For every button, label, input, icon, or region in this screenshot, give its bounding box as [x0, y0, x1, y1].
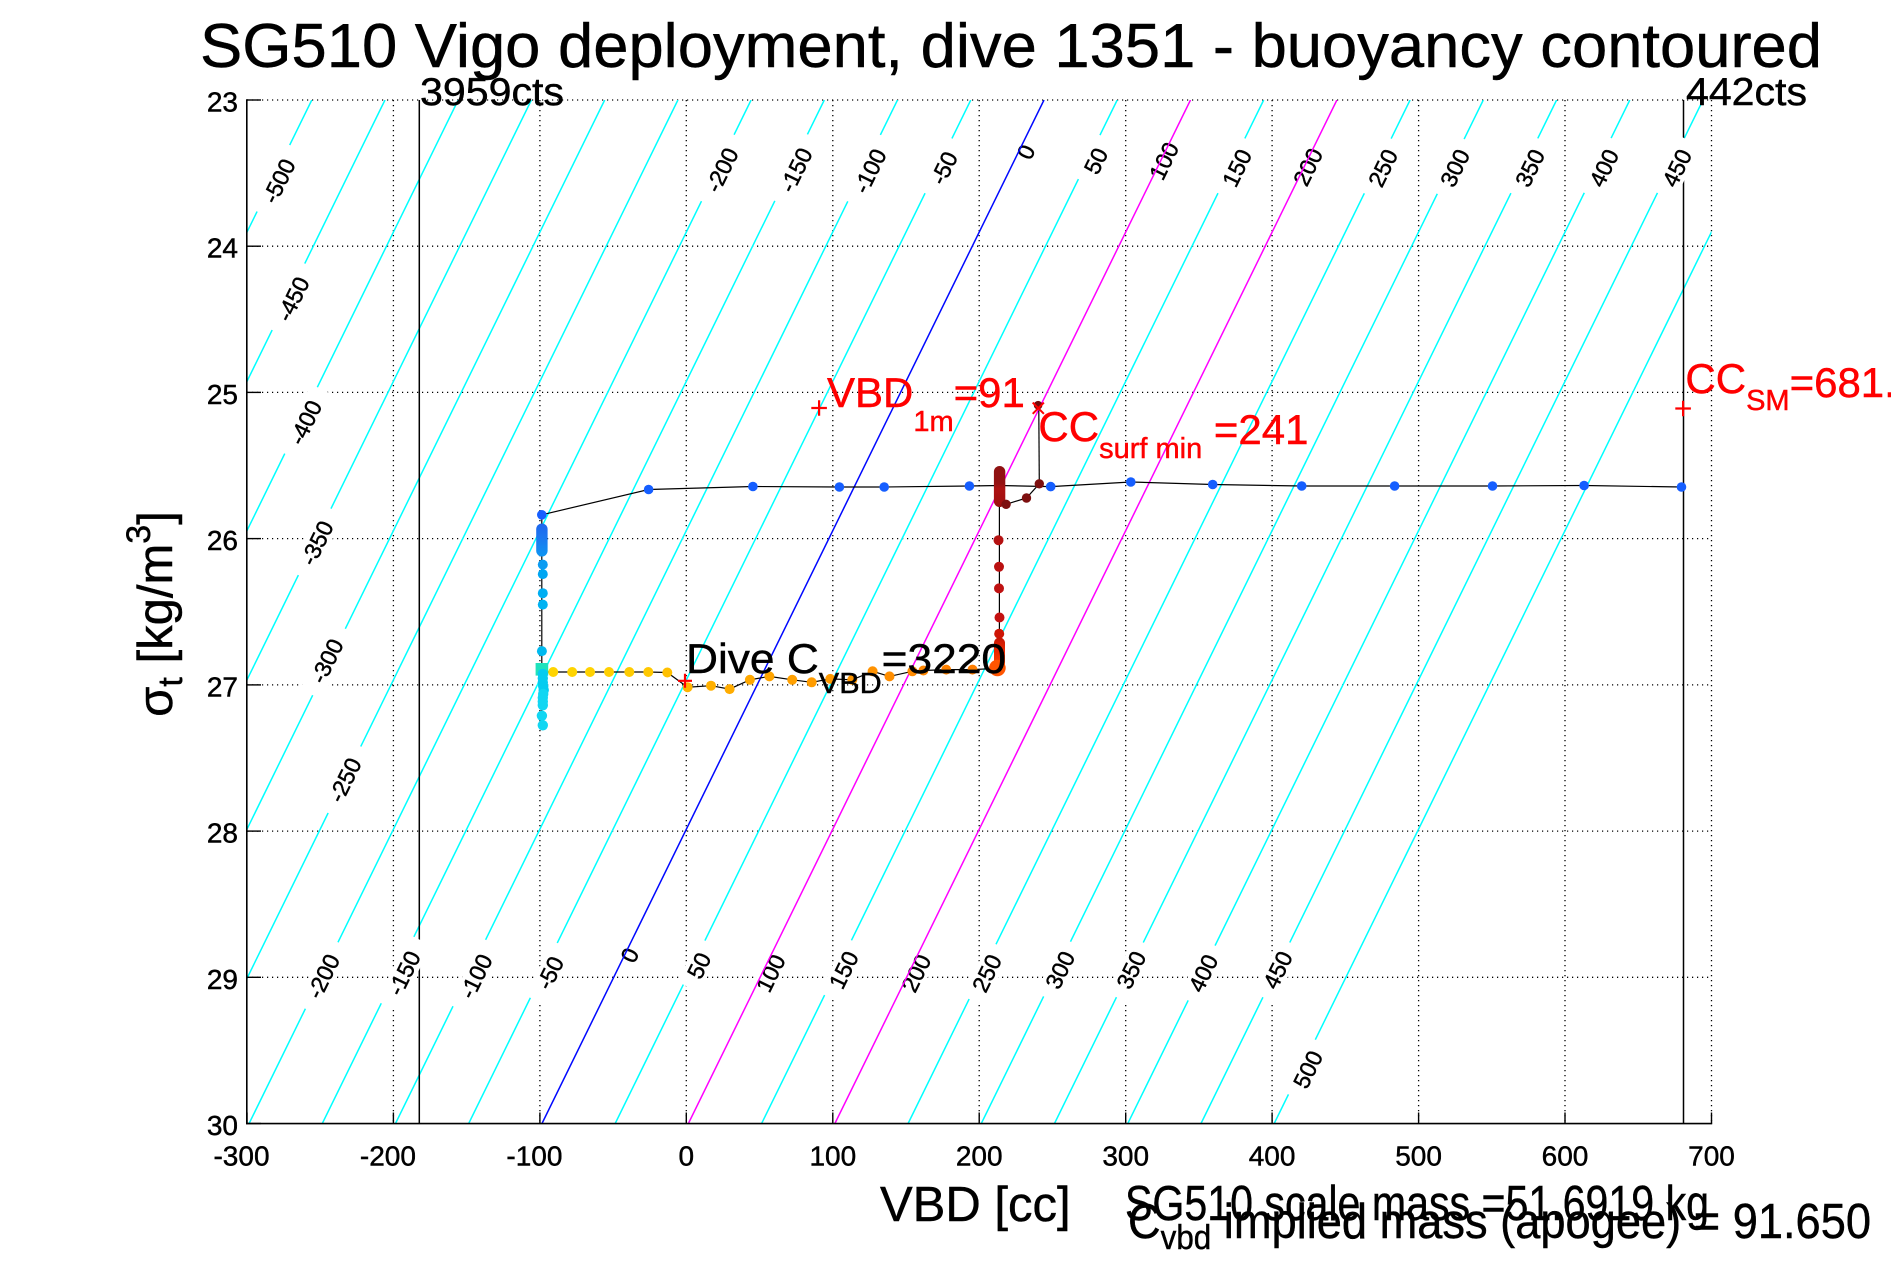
svg-text:27: 27: [207, 671, 238, 702]
svg-text:700: 700: [1688, 1141, 1735, 1172]
svg-text:29: 29: [207, 964, 238, 995]
svg-text:400: 400: [1249, 1141, 1296, 1172]
svg-text:26: 26: [207, 525, 238, 556]
svg-text:-200: -200: [301, 950, 345, 1003]
svg-text:30: 30: [207, 1110, 238, 1141]
svg-text:25: 25: [207, 379, 238, 410]
svg-text:3959cts: 3959cts: [420, 71, 564, 114]
svg-text:28: 28: [207, 818, 238, 849]
svg-text:Cvbd implied mass (apogee) = 9: Cvbd implied mass (apogee) = 91.650: [1128, 1195, 1871, 1257]
svg-text:24: 24: [207, 233, 238, 264]
svg-text:200: 200: [956, 1141, 1003, 1172]
svg-text:SG510 scale mass =51.6919 kg: SG510 scale mass =51.6919 kg: [1125, 1177, 1709, 1231]
svg-text:SG510 Vigo deployment, dive 13: SG510 Vigo deployment, dive 1351 - buoya…: [200, 12, 1822, 81]
svg-text:23: 23: [207, 87, 238, 118]
svg-text:442cts: 442cts: [1686, 71, 1807, 114]
svg-text:500: 500: [1395, 1141, 1442, 1172]
svg-text:100: 100: [809, 1141, 856, 1172]
svg-text:600: 600: [1542, 1141, 1589, 1172]
svg-text:450: 450: [1258, 947, 1298, 993]
svg-text:0: 0: [679, 1141, 695, 1172]
svg-text:300: 300: [1102, 1141, 1149, 1172]
svg-text:-200: -200: [360, 1141, 416, 1172]
svg-text:VBD [cc]: VBD [cc]: [880, 1178, 1071, 1232]
svg-text:-100: -100: [506, 1141, 562, 1172]
svg-text:-300: -300: [213, 1141, 269, 1172]
